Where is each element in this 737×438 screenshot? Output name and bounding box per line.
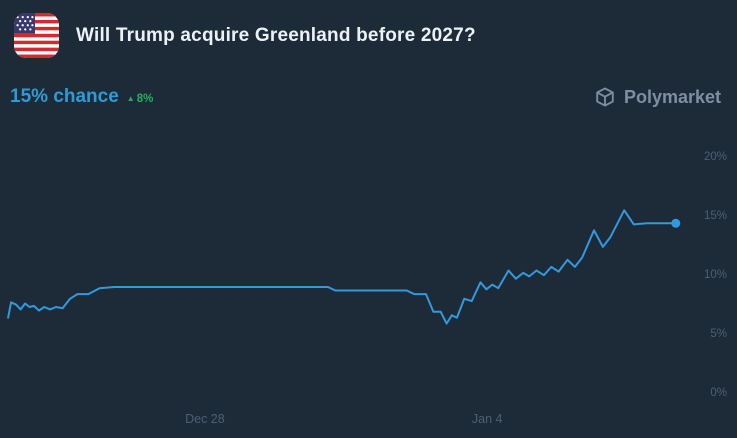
line-end-dot [671, 218, 681, 228]
svg-text:Dec 28: Dec 28 [185, 412, 225, 426]
svg-text:5%: 5% [710, 328, 727, 340]
svg-text:20%: 20% [704, 151, 727, 163]
y-axis-labels: 0% 5% 10% 15% 20% [704, 151, 727, 399]
polymarket-logo[interactable]: Polymarket [594, 86, 721, 108]
probability-line [7, 209, 677, 325]
chance-value: 15% chance [10, 86, 119, 107]
probability-chart[interactable]: 0% 5% 10% 15% 20% Dec 28 Jan 4 [0, 140, 737, 438]
polymarket-cube-icon [594, 86, 616, 108]
x-axis-labels: Dec 28 Jan 4 [185, 412, 502, 426]
svg-text:Jan 4: Jan 4 [472, 412, 503, 426]
us-flag-icon [14, 13, 59, 58]
market-subheader: 15% chance ▲ 8% Polymarket [0, 86, 737, 108]
change-badge: ▲ 8% [127, 93, 154, 105]
chance-block: 15% chance ▲ 8% [10, 86, 153, 108]
svg-text:15%: 15% [704, 210, 727, 222]
market-header: Will Trump acquire Greenland before 2027… [0, 0, 737, 58]
up-arrow-icon: ▲ [126, 94, 135, 103]
change-value: 8% [136, 93, 154, 105]
svg-text:0%: 0% [710, 387, 727, 399]
svg-text:10%: 10% [704, 269, 727, 281]
polymarket-wordmark: Polymarket [623, 86, 721, 107]
market-title[interactable]: Will Trump acquire Greenland before 2027… [76, 24, 476, 46]
